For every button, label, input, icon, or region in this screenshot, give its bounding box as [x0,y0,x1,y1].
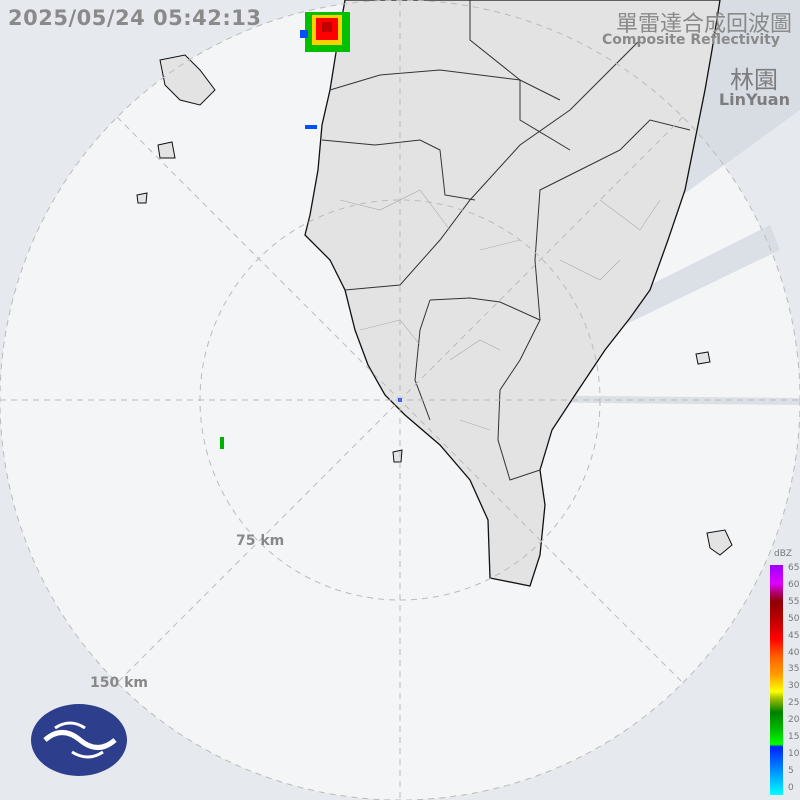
legend-tick-label: 0 [788,782,794,793]
legend-tick-label: 35 [788,664,800,675]
taiwan-landmass [304,0,721,587]
legend-tick-label: 20 [788,715,800,726]
legend-tick-label: 5 [788,765,794,776]
ring-label-75km: 75 km [236,533,285,549]
ring-label-150km: 150 km [90,675,148,691]
legend-tick-label: 50 [788,613,800,624]
site-name-chinese: 林園 [730,66,778,94]
legend-unit: dBZ [774,549,793,559]
legend-tick-label: 65 [788,563,800,573]
title-english: Composite Reflectivity [602,32,780,48]
radar-echoes [220,12,402,449]
title-chinese: 單雷達合成回波圖 [615,12,792,37]
legend-tick-label: 25 [788,698,800,709]
legend-tick-label: 55 [788,596,800,607]
site-name-english: LinYuan [718,90,790,109]
legend-tick-label: 30 [788,681,800,692]
legend-tick-label: 10 [788,748,800,759]
color-scale-bar [770,565,783,795]
cwa-logo [31,704,127,776]
timestamp: 2025/05/24 05:42:13 [8,6,262,30]
legend-tick-label: 40 [788,647,800,658]
legend-tick-label: 45 [788,630,800,641]
legend-tick-label: 60 [788,579,800,590]
legend-tick-label: 15 [788,732,800,742]
